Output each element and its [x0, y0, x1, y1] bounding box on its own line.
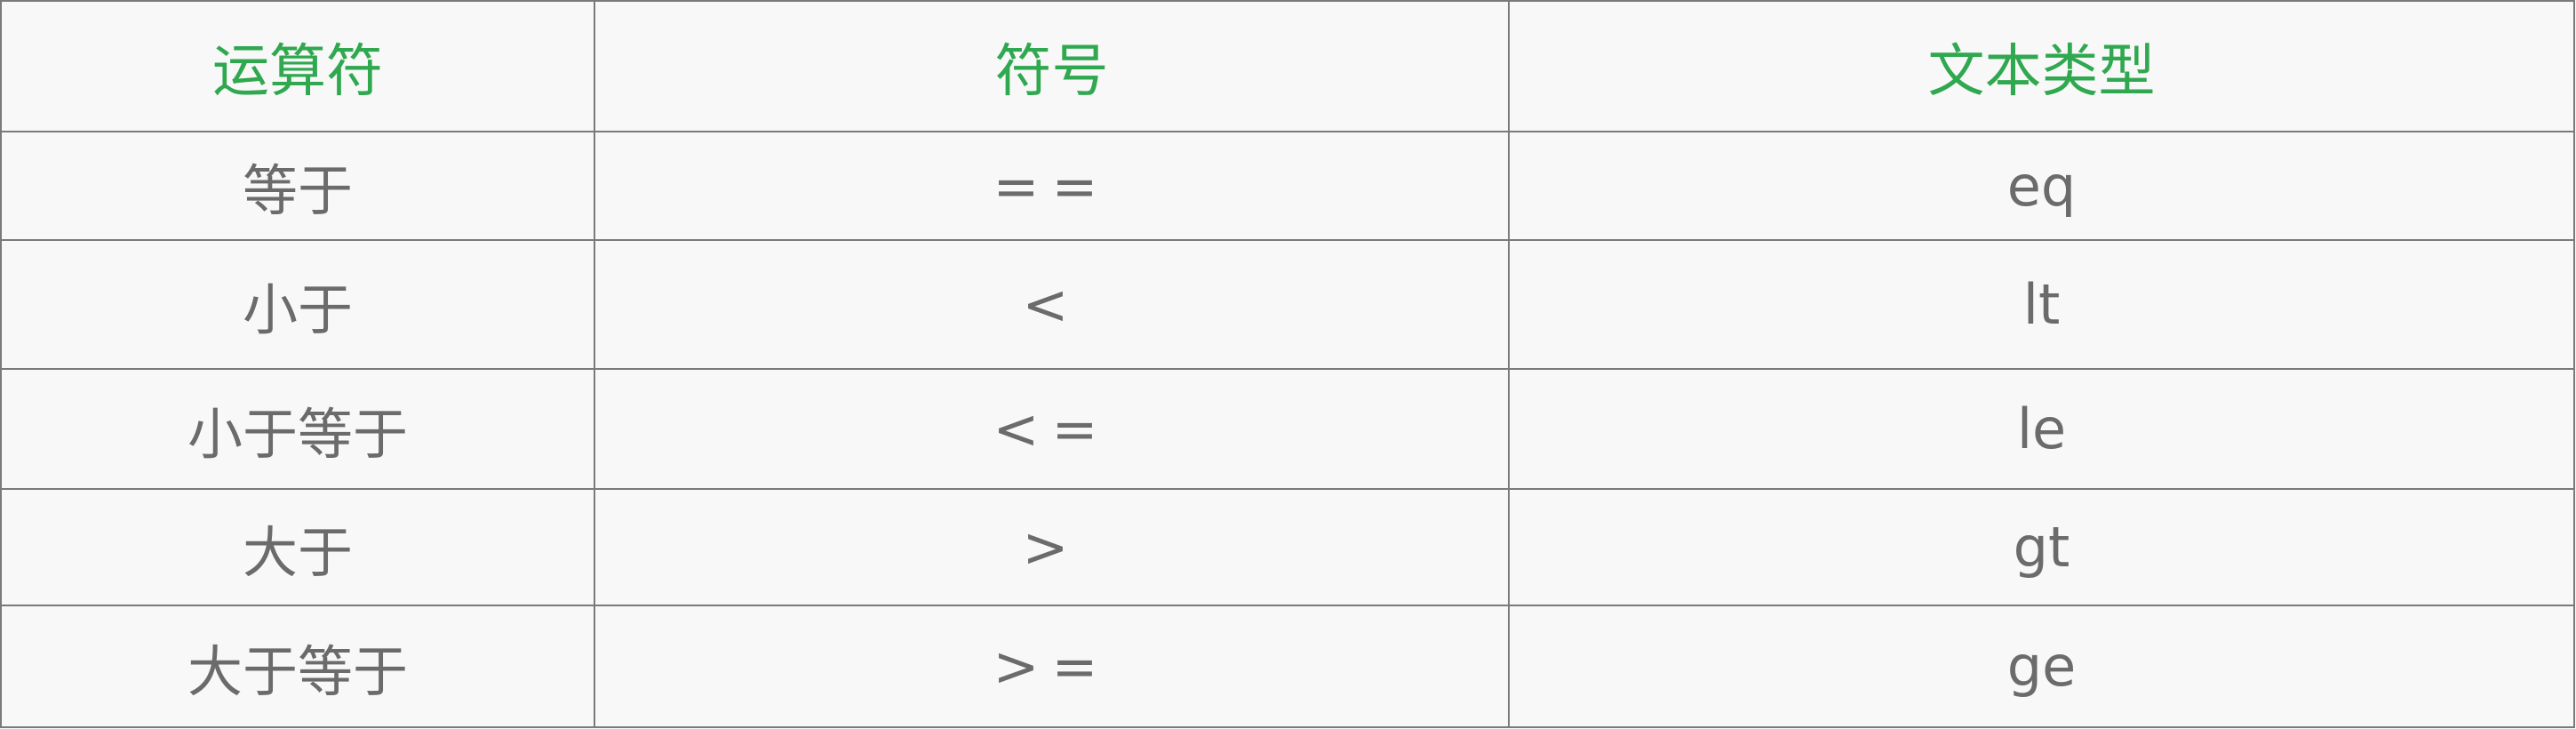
operator-cell: 小于 [2, 241, 595, 368]
header-text-type: 文本类型 [1927, 38, 2156, 105]
text-type-cell: lt [2022, 272, 2061, 337]
symbol-cell: == [595, 132, 1510, 239]
table-row: 小于 < lt [2, 241, 2573, 370]
table-row: 等于 == eq [2, 132, 2573, 241]
operator-cell: 等于 [2, 132, 595, 239]
operator-cell: 大于等于 [2, 606, 595, 726]
operator-cell: 小于等于 [2, 370, 595, 488]
symbol-cell: < [595, 241, 1510, 368]
text-type-cell: eq [2006, 153, 2077, 219]
table-row: 大于等于 >= ge [2, 606, 2573, 726]
header-symbol: 符号 [595, 2, 1510, 131]
table-row: 小于等于 <= le [2, 370, 2573, 490]
symbol-cell: >= [595, 606, 1510, 726]
text-type-cell: le [2016, 397, 2067, 461]
symbol-cell: > [595, 490, 1510, 605]
symbol-cell: <= [595, 370, 1510, 488]
text-type-cell: gt [2013, 515, 2070, 580]
table-row: 大于 > gt [2, 490, 2573, 606]
table-header-row: 运算符 符号 文本类型 [2, 2, 2573, 132]
operator-cell: 大于 [2, 490, 595, 605]
text-type-cell: ge [2006, 634, 2077, 699]
header-operator: 运算符 [2, 2, 595, 131]
